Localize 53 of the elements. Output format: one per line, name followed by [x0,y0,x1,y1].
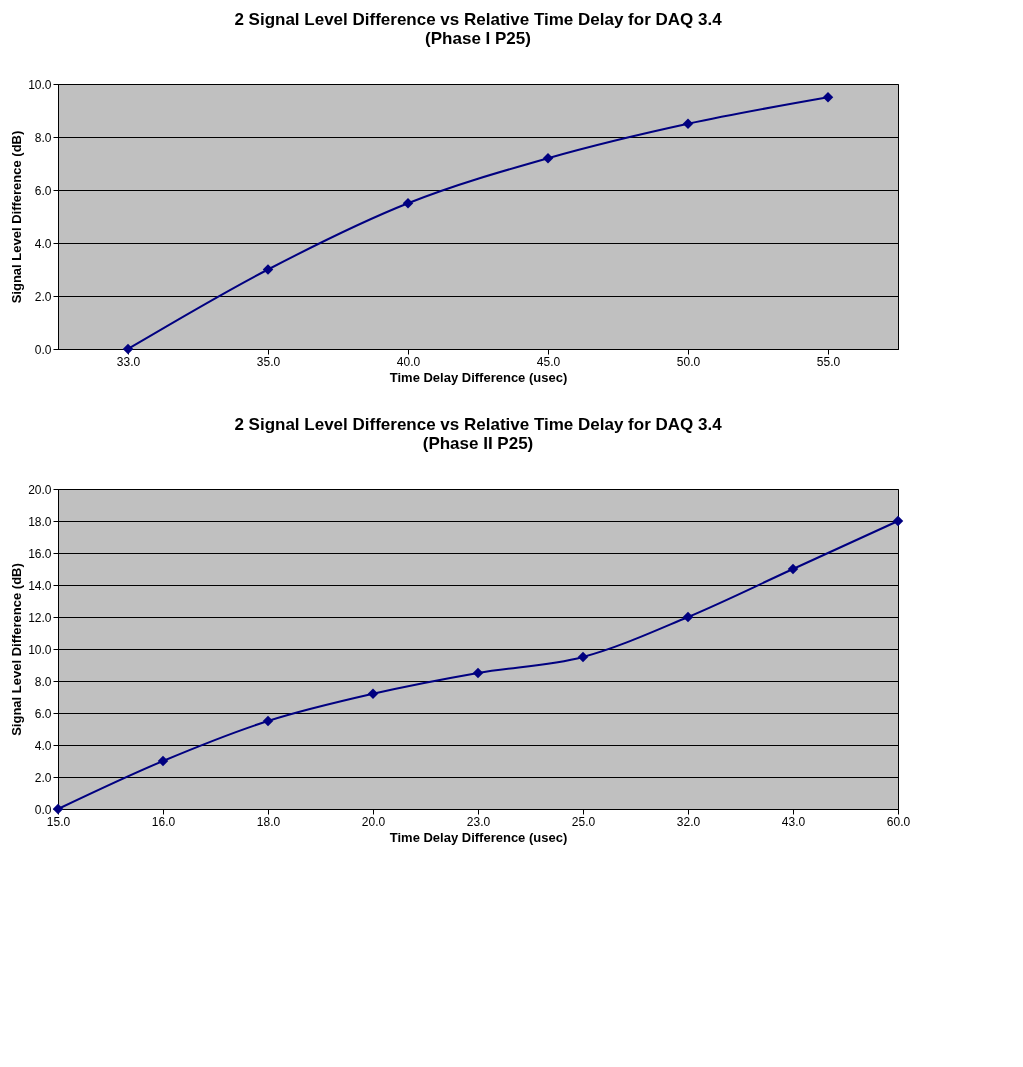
x-tick-label: 16.0 [151,814,176,829]
point [367,688,379,700]
y-tick-label: 14.0 [28,578,52,593]
y-tick-label: 12.0 [28,610,52,625]
x-tick-label: 20.0 [361,814,386,829]
point [892,515,904,527]
x-tick-label: 60.0 [886,814,911,829]
x-tick-label: 23.0 [466,814,491,829]
point [52,803,64,815]
x-tick-label: 15.0 [46,814,71,829]
y-tick-label: 0.0 [34,342,52,357]
y-tick-label: 2.0 [34,289,52,304]
y-axis-title: Signal Level Difference (dB) [9,130,25,304]
y-tick-label: 6.0 [34,706,52,721]
point [682,118,694,129]
y-tick-label: 2.0 [34,770,52,785]
x-axis-title: Time Delay Difference (usec) [389,829,568,845]
y-axis-title: Signal Level Difference (dB) [9,563,25,736]
x-tick-label: 33.0 [116,354,141,369]
point [682,611,694,623]
y-tick-label: 10.0 [28,77,52,92]
x-tick-label: 55.0 [816,354,841,369]
x-tick-label: 25.0 [571,814,596,829]
y-tick-label: 4.0 [34,236,52,251]
x-tick-label: 45.0 [536,354,561,369]
point [157,755,169,767]
x-tick-label: 18.0 [256,814,281,829]
y-tick-label: 10.0 [28,642,52,657]
y-tick-label: 0.0 [34,802,52,817]
chart-title: 2 Signal Level Difference vs Relative Time Delay for DAQ 3.4 (Phase II P25) [234,415,723,453]
point [542,152,554,164]
chart-title: 2 Signal Level Difference vs Relative Time Delay for DAQ 3.4 (Phase I P25) [234,10,723,48]
x-tick-label: 32.0 [676,814,701,829]
y-tick-label: 18.0 [28,514,52,529]
x-tick-label: 40.0 [396,354,421,369]
point [822,92,834,103]
y-tick-label: 16.0 [28,546,52,561]
x-tick-label: 35.0 [256,354,281,369]
point [262,264,274,275]
y-tick-label: 6.0 [34,183,52,198]
point [472,667,484,679]
point [262,715,274,727]
y-tick-label: 8.0 [34,130,52,145]
y-tick-label: 8.0 [34,674,52,689]
x-axis-title: Time Delay Difference (usec) [389,369,568,385]
y-tick-label: 20.0 [28,482,52,497]
y-tick-label: 4.0 [34,738,52,753]
point [787,563,799,575]
point [122,343,134,355]
point [577,651,589,663]
x-tick-label: 43.0 [781,814,806,829]
x-tick-label: 50.0 [676,354,701,369]
point [402,198,414,209]
